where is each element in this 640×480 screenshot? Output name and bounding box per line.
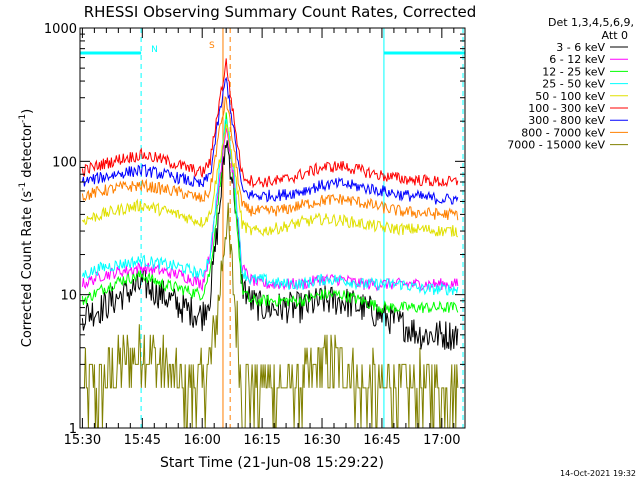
x-axis-label: Start Time (21-Jun-08 15:29:22) <box>160 455 384 471</box>
series-line-3 <box>81 118 459 296</box>
x-tick-label: 15:30 <box>64 433 101 448</box>
series-line-5 <box>81 58 459 189</box>
series-line-4 <box>81 123 459 238</box>
legend-label: 50 - 100 keV <box>535 90 605 103</box>
series-layer <box>81 58 459 429</box>
y-tick-label: 10 <box>60 289 77 304</box>
footer-timestamp: 14-Oct-2021 19:32 <box>560 469 636 478</box>
y-axis-label: Corrected Count Rate (s-1 detector-1) <box>18 109 35 347</box>
saa-label: S <box>209 41 215 51</box>
legend-header-line-1: Det 1,3,4,5,6,9, <box>548 16 634 29</box>
chart-title: RHESSI Observing Summary Count Rates, Co… <box>84 3 477 21</box>
x-tick-label: 15:45 <box>124 433 161 448</box>
y-axis-label-part-2: detector <box>20 122 35 182</box>
y-tick-label: 1000 <box>44 22 77 37</box>
legend-label: 12 - 25 keV <box>542 65 605 78</box>
y-tick-label: 100 <box>52 155 77 170</box>
series-line-8 <box>82 202 459 429</box>
plot-frame <box>79 27 466 429</box>
legend-label: 800 - 7000 keV <box>521 126 605 139</box>
series-line-6 <box>81 76 459 205</box>
y-axis-label-sup-2: -1 <box>18 114 28 123</box>
y-axis-label-part-1: Corrected Count Rate (s <box>20 191 35 348</box>
y-tick-label: 1 <box>69 422 77 437</box>
x-tick-label: 17:00 <box>423 433 460 448</box>
y-axis-label-sup-1: -1 <box>18 182 28 191</box>
x-tick-label: 16:45 <box>363 433 400 448</box>
legend-label: 100 - 300 keV <box>528 102 605 115</box>
night-label: N <box>151 45 158 55</box>
legend-label: 300 - 800 keV <box>528 114 605 127</box>
x-axis: 15:30 15:45 16:00 16:15 16:30 16:45 17:00 <box>64 28 461 448</box>
y-axis: 1 10 100 1000 <box>44 22 465 437</box>
x-tick-label: 16:00 <box>183 433 220 448</box>
series-line-0 <box>81 140 459 351</box>
legend-label: 6 - 12 keV <box>549 53 605 66</box>
series-line-2 <box>81 112 459 314</box>
legend-label: 25 - 50 keV <box>542 78 605 91</box>
x-tick-label: 16:15 <box>243 433 280 448</box>
y-axis-label-part-3: ) <box>20 109 35 114</box>
x-tick-label: 16:30 <box>303 433 340 448</box>
legend-label: 7000 - 15000 keV <box>507 139 605 152</box>
legend-header-line-2: Att 0 <box>602 29 628 42</box>
legend-label: 3 - 6 keV <box>556 41 605 54</box>
series-line-7 <box>81 95 459 221</box>
